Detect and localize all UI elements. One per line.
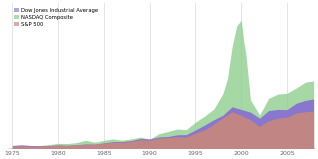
Legend: Dow Jones Industrial Average, NASDAQ Composite, S&P 500: Dow Jones Industrial Average, NASDAQ Com…: [13, 8, 99, 27]
